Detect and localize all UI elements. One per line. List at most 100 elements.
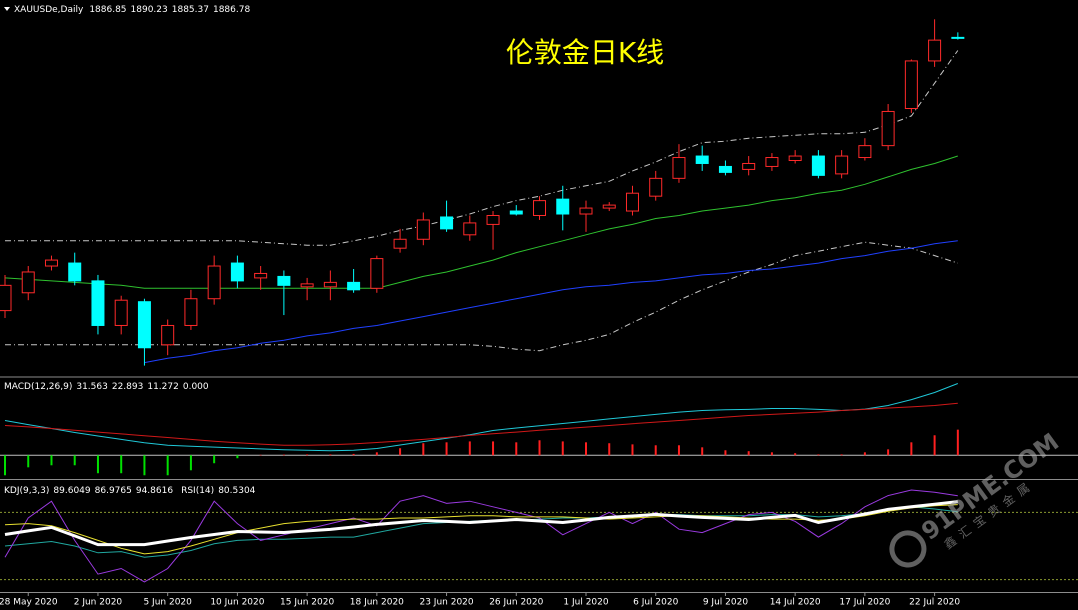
histogram-bar — [96, 455, 99, 474]
histogram-bar — [375, 452, 378, 456]
candle-body — [207, 265, 221, 300]
candle-body — [91, 280, 105, 326]
x-tick-label: 17 Jul 2020 — [839, 598, 890, 608]
candle-body — [672, 157, 686, 179]
candle-body — [463, 222, 477, 236]
histogram-bar — [120, 455, 123, 474]
histogram-bar — [236, 455, 239, 459]
macd-title: MACD(12,26,9) — [4, 382, 72, 392]
candle-body — [44, 259, 58, 267]
zero-level-label: 0.000 — [183, 382, 209, 392]
candle-body — [0, 284, 12, 312]
histogram-bar — [654, 445, 657, 456]
histogram-bar — [282, 454, 285, 456]
histogram-bar — [259, 454, 262, 456]
histogram-bar — [73, 455, 76, 466]
candle-body — [928, 39, 942, 62]
x-tick-label: 5 Jun 2020 — [143, 598, 192, 608]
histogram-bar — [956, 429, 959, 456]
candle-body — [811, 155, 825, 176]
histogram-bar — [910, 442, 913, 456]
macd-line — [4, 402, 958, 446]
ohlc-close: 1886.78 — [213, 5, 250, 15]
macd-header: MACD(12,26,9) 31.563 22.893 11.272 0.000 — [4, 382, 209, 392]
histogram-bar — [770, 452, 773, 456]
j-value: 94.8616 — [136, 486, 173, 496]
candle-body — [858, 145, 872, 159]
histogram-bar — [399, 448, 402, 456]
candle-body — [161, 324, 175, 346]
candle-body — [788, 155, 802, 162]
histogram-bar — [747, 451, 750, 456]
histogram-bar — [189, 455, 192, 471]
ohlc-low: 1885.37 — [172, 5, 209, 15]
macd-value: 31.563 — [76, 382, 108, 392]
candle-body — [393, 238, 407, 249]
candle-body — [881, 110, 895, 147]
candle-body — [21, 271, 35, 294]
candle-body — [625, 192, 639, 212]
histogram-bar — [4, 455, 6, 476]
histogram-bar — [422, 443, 425, 456]
histogram-bar — [166, 455, 169, 476]
candle-body — [184, 298, 198, 326]
x-tick-label: 23 Jun 2020 — [419, 598, 473, 608]
x-tick-label: 15 Jun 2020 — [280, 598, 334, 608]
chart-title: 伦敦金日K线 — [506, 36, 664, 69]
histogram-bar — [468, 441, 471, 456]
candle-body — [649, 177, 663, 197]
x-tick-label: 28 May 2020 — [0, 598, 58, 608]
candle-body — [742, 162, 756, 170]
histogram-bar — [840, 454, 843, 456]
x-tick-label: 10 Jun 2020 — [210, 598, 264, 608]
histogram-bar — [538, 440, 541, 456]
histogram-bar — [887, 449, 890, 456]
candle-body — [277, 275, 291, 286]
histogram-bar — [608, 443, 611, 456]
candle-body — [486, 214, 500, 225]
histogram-bar — [352, 453, 355, 456]
histogram-bar — [863, 452, 866, 456]
signal-value: 22.893 — [112, 382, 144, 392]
histogram-bar — [794, 453, 797, 456]
kdj-line — [4, 500, 958, 547]
symbol: XAUUSDe,Daily — [14, 5, 84, 15]
candle-body — [114, 299, 128, 326]
candle-body — [137, 301, 151, 349]
candle-body — [533, 200, 547, 216]
histogram-bar — [933, 435, 936, 456]
candle-body — [370, 258, 384, 289]
kdj-line — [4, 504, 958, 555]
candle-body — [765, 157, 779, 167]
candle-body — [323, 281, 337, 288]
indicator-line — [5, 50, 959, 246]
macd-line — [4, 383, 958, 452]
histogram-bar — [701, 447, 704, 456]
rsi-value: 80.5304 — [218, 486, 255, 496]
x-tick-label: 18 Jun 2020 — [350, 598, 404, 608]
plot-layer: 28 May 2020 2 Jun 2020 5 Jun 2020 10 Jun 20… — [0, 19, 1078, 608]
candle-body — [509, 210, 523, 215]
x-tick-label: 9 Jul 2020 — [703, 598, 748, 608]
k-value: 89.6049 — [53, 486, 90, 496]
candle-body — [951, 36, 965, 39]
histogram-bar — [677, 445, 680, 456]
histogram-bar — [561, 441, 564, 456]
candle-body — [230, 262, 244, 282]
histogram-bar — [213, 455, 216, 464]
histogram-bar — [631, 444, 634, 456]
main-header: XAUUSDe,Daily 1886.85 1890.23 1885.37 1886.7… — [14, 5, 250, 15]
candle-body — [440, 216, 454, 230]
histogram-bar — [515, 442, 518, 456]
histogram-bar — [329, 454, 332, 456]
x-tick-label: 22 Jul 2020 — [909, 598, 960, 608]
histogram-bar — [306, 454, 309, 456]
d-value: 86.9765 — [95, 486, 132, 496]
indicator-line — [4, 155, 958, 289]
menu-arrow[interactable] — [4, 7, 10, 11]
histogram-bar — [143, 455, 146, 476]
histogram-bar — [817, 454, 820, 456]
histogram-bar — [724, 450, 727, 456]
candle-body — [68, 262, 82, 282]
